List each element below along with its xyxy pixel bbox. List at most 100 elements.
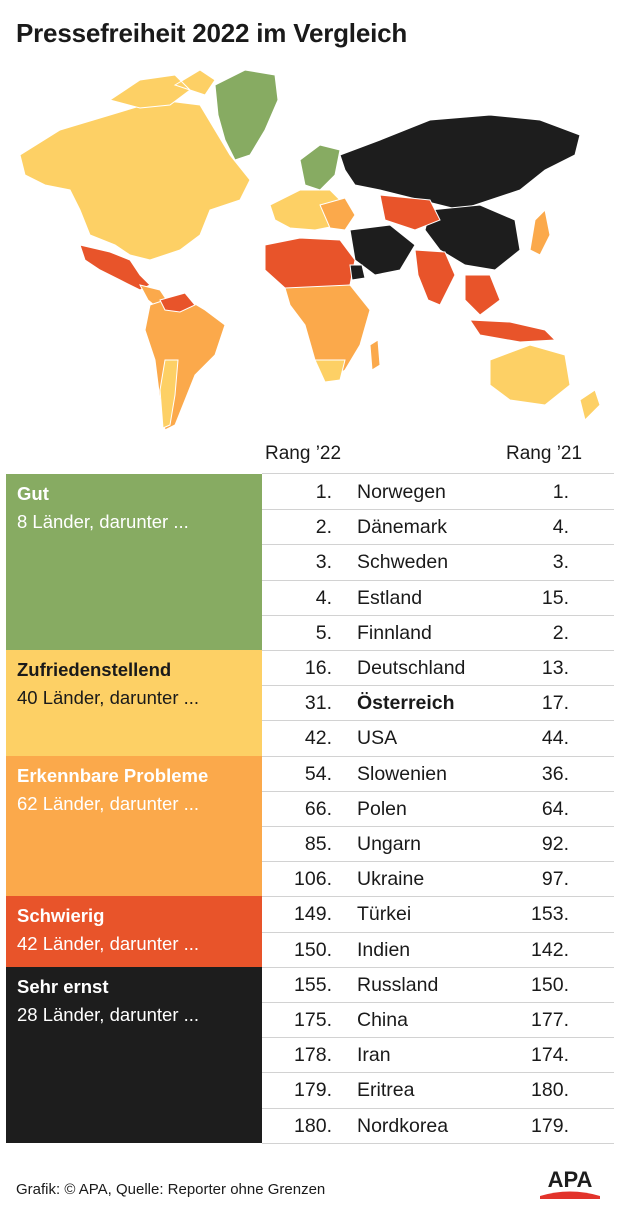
table-row: 149. Türkei 153.	[262, 896, 614, 933]
map-eastern-europe	[319, 197, 356, 231]
rank-2022-cell: 66.	[304, 797, 332, 820]
rank-2021-cell: 153.	[531, 903, 569, 926]
map-north-america	[19, 99, 251, 261]
rank-2021-cell: 15.	[541, 586, 569, 609]
rank-2021-cell: 177.	[531, 1009, 569, 1031]
category-count: 8 Länder, darunter ...	[17, 511, 189, 532]
table-row: 85. Ungarn 92.	[262, 826, 614, 863]
country-cell: Österreich	[357, 692, 455, 715]
table-row: 179. Eritrea 180.	[262, 1072, 614, 1109]
category-block: Zufriedenstellend 40 Länder, darunter ...	[6, 650, 262, 756]
map-australia	[489, 344, 571, 406]
map-india	[414, 249, 456, 306]
chart-title: Pressefreiheit 2022 im Vergleich	[16, 18, 408, 48]
rank-2022-cell: 106.	[294, 868, 332, 891]
rank-2021-cell: 174.	[531, 1044, 569, 1067]
table-row: 1. Norwegen 1.	[262, 474, 614, 511]
country-cell: Dänemark	[357, 516, 447, 539]
map-eritrea	[349, 264, 366, 281]
table-row: 106. Ukraine 97.	[262, 861, 614, 898]
rank-2021-cell: 17.	[541, 692, 569, 715]
rank-2021-cell: 2.	[552, 621, 569, 644]
category-count: 28 Länder, darunter ...	[17, 1003, 200, 1025]
rank-2021-cell: 179.	[531, 1114, 569, 1137]
map-south-america	[144, 294, 226, 431]
rank-2021-cell: 13.	[541, 657, 569, 679]
rank-2021-cell: 142.	[531, 938, 569, 961]
country-cell: Nordkorea	[357, 1114, 449, 1137]
header-rank-2021: Rang ’21	[506, 443, 583, 464]
rank-2022-cell: 85.	[304, 833, 332, 855]
country-cell: Slowenien	[357, 762, 447, 785]
rank-2021-cell: 97.	[541, 868, 569, 891]
category-count: 62 Länder, darunter ...	[17, 792, 200, 814]
map-japan	[529, 208, 551, 256]
apa-logo: APA	[540, 1167, 600, 1199]
map-new-zealand	[579, 389, 601, 421]
map-indonesia	[469, 319, 557, 343]
rank-2022-cell: 4.	[315, 586, 332, 609]
category-block: Schwierig 42 Länder, darunter ...	[6, 896, 262, 967]
rank-2022-cell: 2.	[315, 516, 332, 539]
country-cell: USA	[357, 727, 398, 750]
country-cell: Ungarn	[357, 833, 421, 855]
category-block: Sehr ernst 28 Länder, darunter ...	[6, 966, 262, 1143]
map-china	[424, 204, 521, 271]
category-name: Zufriedenstellend	[17, 659, 172, 680]
rank-2022-cell: 16.	[304, 657, 332, 679]
table-row: 3. Schweden 3.	[262, 544, 614, 581]
rank-2022-cell: 149.	[294, 903, 332, 926]
rank-2021-cell: 4.	[552, 516, 569, 539]
map-venezuela	[159, 292, 196, 313]
map-southern-africa	[314, 359, 346, 383]
category-block: Gut 8 Länder, darunter ...	[6, 474, 262, 650]
apa-logo-text: APA	[548, 1167, 593, 1192]
rank-2022-cell: 150.	[294, 938, 332, 961]
map-madagascar	[369, 339, 381, 371]
table-row: 2. Dänemark 4.	[262, 509, 614, 546]
country-cell: Eritrea	[357, 1079, 415, 1102]
rank-2022-cell: 5.	[315, 621, 332, 644]
map-arctic-islands	[108, 69, 216, 109]
table-row: 180. Nordkorea 179.	[262, 1108, 614, 1144]
table-row: 175. China 177.	[262, 1002, 614, 1039]
world-map	[19, 69, 601, 431]
rank-2021-cell: 44.	[541, 727, 569, 750]
map-scandinavia	[299, 144, 341, 191]
category-count: 40 Länder, darunter ...	[17, 687, 200, 708]
country-cell: Indien	[357, 938, 411, 961]
map-russia	[339, 114, 581, 211]
table-row: 4. Estland 15.	[262, 580, 614, 616]
map-north-africa	[264, 237, 356, 291]
table-top-rule	[262, 473, 614, 474]
table-row: 178. Iran 174.	[262, 1037, 614, 1074]
rank-2021-cell: 1.	[552, 481, 569, 503]
table-row: 66. Polen 64.	[262, 791, 614, 827]
rank-2022-cell: 31.	[304, 692, 332, 715]
table-row: 16. Deutschland 13.	[262, 650, 614, 687]
country-cell: Estland	[357, 586, 423, 609]
map-greenland	[214, 69, 279, 161]
rank-2021-cell: 36.	[541, 762, 569, 785]
category-count: 42 Länder, darunter ...	[17, 933, 200, 955]
rank-2021-cell: 3.	[552, 551, 569, 574]
table-row: 150. Indien 142.	[262, 932, 614, 968]
apa-logo-swoosh	[540, 1191, 600, 1199]
country-cell: Schweden	[357, 551, 449, 574]
country-cell: Iran	[357, 1044, 391, 1067]
rank-2022-cell: 42.	[304, 727, 332, 750]
rank-2022-cell: 175.	[294, 1009, 332, 1031]
rank-2022-cell: 178.	[294, 1044, 332, 1067]
rank-2022-cell: 1.	[315, 481, 332, 503]
category-name: Gut	[17, 483, 49, 504]
country-cell: Norwegen	[357, 481, 446, 503]
header-rank-2022: Rang ’22	[265, 443, 342, 464]
country-cell: Finnland	[357, 621, 432, 644]
category-name: Schwierig	[17, 905, 105, 927]
country-cell: Ukraine	[357, 868, 425, 891]
rank-2021-cell: 64.	[541, 797, 569, 820]
rank-2022-cell: 3.	[315, 551, 332, 574]
country-cell: Deutschland	[357, 657, 466, 679]
country-cell: Polen	[357, 797, 407, 820]
category-name: Sehr ernst	[17, 975, 109, 997]
